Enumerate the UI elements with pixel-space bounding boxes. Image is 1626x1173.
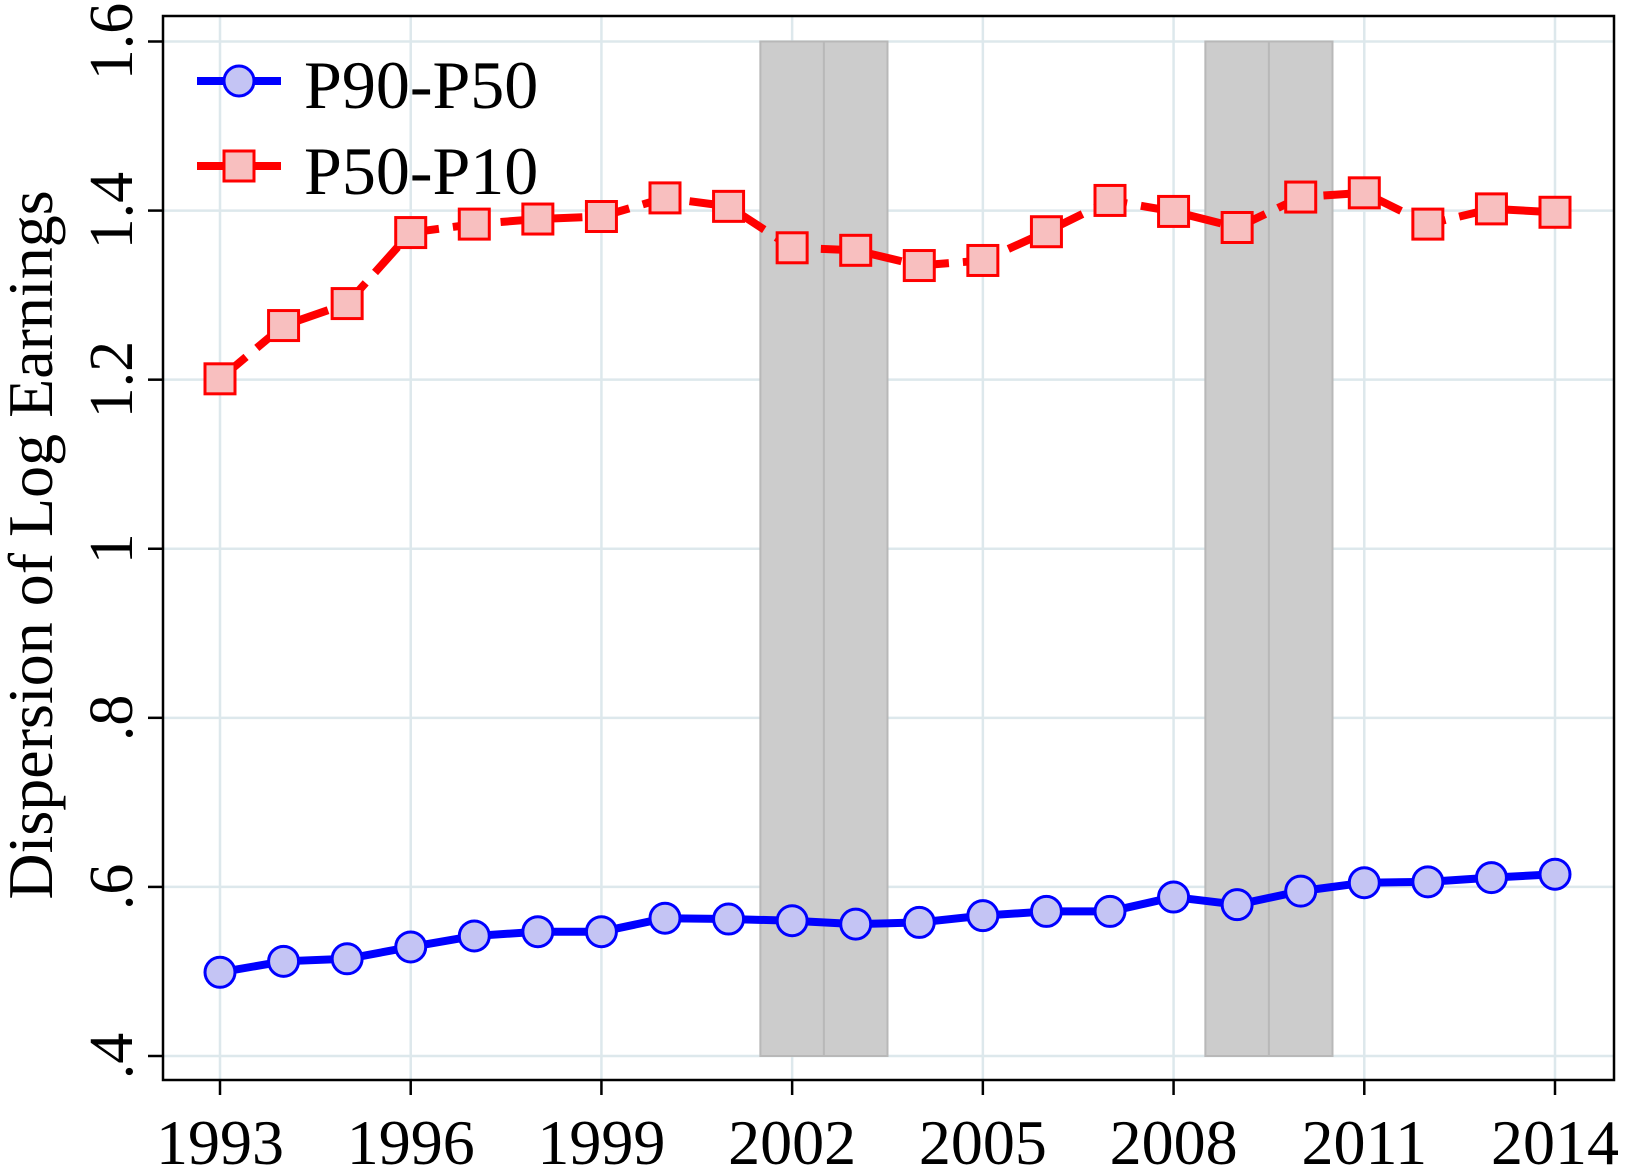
data-series bbox=[203, 176, 1572, 989]
x-tick-label: 2008 bbox=[1110, 1107, 1238, 1173]
y-tick-label: .8 bbox=[78, 695, 146, 742]
y-tick-label: 1 bbox=[78, 533, 146, 564]
data-point-p50-p10 bbox=[330, 287, 364, 321]
data-point-p90-p50 bbox=[1029, 894, 1063, 928]
data-point-p50-p10 bbox=[712, 189, 746, 223]
data-point-p50-p10 bbox=[1093, 183, 1127, 217]
legend-label-p50-p10: P50-P10 bbox=[304, 133, 538, 209]
series-line-p90-p50 bbox=[219, 870, 1556, 977]
x-tick-label: 1996 bbox=[347, 1107, 475, 1173]
data-point-p50-p10 bbox=[839, 233, 873, 267]
data-point-p50-p10 bbox=[775, 231, 809, 265]
data-point-p90-p50 bbox=[1284, 874, 1318, 908]
data-point-p90-p50 bbox=[839, 907, 873, 941]
data-point-p90-p50 bbox=[267, 944, 301, 978]
data-point-p50-p10 bbox=[521, 202, 555, 236]
x-tick-label: 2005 bbox=[919, 1107, 1047, 1173]
data-point-p90-p50 bbox=[902, 905, 936, 939]
y-tick-label: 1.6 bbox=[78, 3, 146, 81]
data-point-p90-p50 bbox=[648, 901, 682, 935]
data-point-p50-p10 bbox=[203, 362, 237, 396]
data-point-p90-p50 bbox=[1093, 894, 1127, 928]
y-tick-label: 1.2 bbox=[78, 341, 146, 419]
shaded-region bbox=[822, 40, 889, 1057]
data-point-p50-p10 bbox=[1029, 215, 1063, 249]
legend-label-p90-p50: P90-P50 bbox=[304, 47, 538, 123]
x-tick-label: 1993 bbox=[156, 1107, 284, 1173]
data-point-p90-p50 bbox=[1474, 861, 1508, 895]
y-tick-label: .6 bbox=[78, 864, 146, 911]
data-point-p90-p50 bbox=[966, 899, 1000, 933]
data-point-p50-p10 bbox=[394, 216, 428, 250]
data-point-p90-p50 bbox=[1538, 857, 1572, 891]
shaded-region bbox=[759, 40, 825, 1057]
data-point-p50-p10 bbox=[1284, 180, 1318, 214]
data-point-p90-p50 bbox=[457, 919, 491, 953]
data-point-p50-p10 bbox=[966, 243, 1000, 277]
data-point-p50-p10 bbox=[1538, 195, 1572, 229]
data-point-p90-p50 bbox=[521, 915, 555, 949]
data-point-p90-p50 bbox=[1411, 865, 1445, 899]
x-tick-label: 1999 bbox=[537, 1107, 665, 1173]
data-point-p50-p10 bbox=[1220, 210, 1254, 244]
y-axis-title: Dispersion of Log Earnings bbox=[0, 190, 66, 899]
shaded-regions bbox=[759, 40, 1334, 1057]
x-tick-label: 2002 bbox=[728, 1107, 856, 1173]
data-point-p90-p50 bbox=[1220, 888, 1254, 922]
y-axis: .4 .6 .8 1 1.2 1.4 1.6 bbox=[78, 3, 163, 1080]
data-point-p90-p50 bbox=[584, 915, 618, 949]
data-point-p50-p10 bbox=[1157, 194, 1191, 228]
data-point-p50-p10 bbox=[1411, 207, 1445, 241]
shaded-region bbox=[1204, 40, 1270, 1057]
data-point-p50-p10 bbox=[648, 181, 682, 215]
data-point-p50-p10 bbox=[457, 207, 491, 241]
data-point-p90-p50 bbox=[203, 955, 237, 989]
data-point-p50-p10 bbox=[1347, 176, 1381, 210]
legend: P90-P50 P50-P10 bbox=[197, 47, 538, 209]
legend-swatch-marker-p90-p50 bbox=[222, 64, 256, 98]
data-point-p50-p10 bbox=[902, 249, 936, 283]
series-line-p50-p10 bbox=[217, 188, 1556, 382]
data-point-p90-p50 bbox=[775, 904, 809, 938]
y-tick-label: .4 bbox=[78, 1033, 146, 1080]
data-point-p90-p50 bbox=[1347, 866, 1381, 900]
data-point-p90-p50 bbox=[712, 902, 746, 936]
x-axis: 1993 1996 1999 2002 2005 2008 2011 2014 bbox=[156, 1080, 1619, 1173]
legend-swatch-marker-p50-p10 bbox=[222, 149, 256, 183]
x-tick-label: 2014 bbox=[1491, 1107, 1619, 1173]
data-point-p90-p50 bbox=[1157, 880, 1191, 914]
data-point-p50-p10 bbox=[584, 200, 618, 234]
y-tick-label: 1.4 bbox=[78, 172, 146, 250]
data-point-p90-p50 bbox=[394, 930, 428, 964]
data-point-p90-p50 bbox=[330, 942, 364, 976]
x-tick-label: 2011 bbox=[1301, 1107, 1427, 1173]
data-point-p50-p10 bbox=[1474, 192, 1508, 226]
data-point-p50-p10 bbox=[267, 309, 301, 343]
